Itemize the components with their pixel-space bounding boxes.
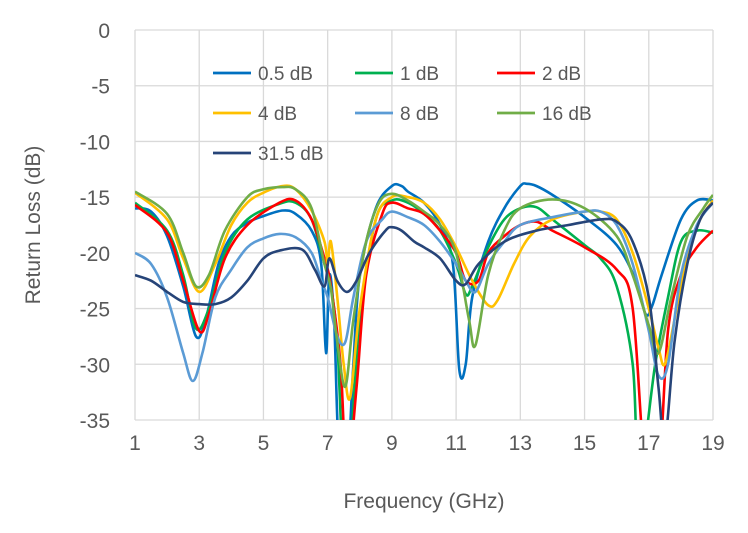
legend-label: 8 dB bbox=[400, 104, 439, 125]
series-line-16-dB bbox=[135, 185, 713, 388]
y-tick-label: -35 bbox=[80, 410, 110, 433]
x-tick-label: 19 bbox=[701, 432, 724, 455]
series-line-8-dB bbox=[135, 201, 713, 383]
y-tick-label: -25 bbox=[80, 299, 110, 322]
y-tick-label: -15 bbox=[80, 187, 110, 210]
y-tick-labels: 0 -5 -10 -15 -20 -25 -30 -35 bbox=[80, 20, 110, 433]
y-tick-label: -30 bbox=[80, 354, 110, 377]
legend-label: 4 dB bbox=[258, 104, 297, 125]
x-tick-label: 9 bbox=[386, 432, 398, 455]
series-line-31-5-dB bbox=[135, 201, 713, 420]
series-line-4-dB bbox=[135, 184, 713, 401]
x-tick-labels: 1 3 5 7 9 11 13 15 17 19 bbox=[129, 432, 725, 455]
series-line-2-dB bbox=[135, 197, 713, 420]
x-tick-label: 15 bbox=[573, 432, 596, 455]
legend-label: 31.5 dB bbox=[258, 144, 324, 165]
x-tick-label: 17 bbox=[637, 432, 660, 455]
x-axis-title: Frequency (GHz) bbox=[343, 490, 504, 513]
x-tick-label: 1 bbox=[129, 432, 141, 455]
series-line-0-5-dB bbox=[135, 182, 713, 420]
y-tick-label: -20 bbox=[80, 243, 110, 266]
y-tick-label: -10 bbox=[80, 131, 110, 154]
legend-item: 16 dB bbox=[497, 104, 592, 125]
y-tick-label: 0 bbox=[98, 20, 110, 43]
legend-label: 0.5 dB bbox=[258, 64, 313, 85]
legend: 0.5 dB 1 dB 2 dB 4 dB 8 dB 16 dB 31.5 dB bbox=[213, 64, 592, 165]
y-axis-title: Return Loss (dB) bbox=[22, 146, 45, 305]
x-tick-label: 11 bbox=[445, 432, 467, 455]
legend-label: 16 dB bbox=[542, 104, 592, 125]
legend-item: 1 dB bbox=[355, 64, 439, 85]
legend-item: 8 dB bbox=[355, 104, 439, 125]
x-tick-label: 5 bbox=[258, 432, 270, 455]
legend-item: 31.5 dB bbox=[213, 144, 324, 165]
x-tick-label: 7 bbox=[322, 432, 334, 455]
legend-label: 2 dB bbox=[542, 64, 581, 85]
legend-label: 1 dB bbox=[400, 64, 439, 85]
gridlines bbox=[134, 29, 714, 421]
x-tick-label: 13 bbox=[509, 432, 532, 455]
y-tick-label: -5 bbox=[91, 76, 110, 99]
legend-item: 2 dB bbox=[497, 64, 581, 85]
legend-item: 0.5 dB bbox=[213, 64, 313, 85]
x-tick-label: 3 bbox=[193, 432, 205, 455]
series-lines bbox=[135, 182, 713, 420]
legend-item: 4 dB bbox=[213, 104, 297, 125]
